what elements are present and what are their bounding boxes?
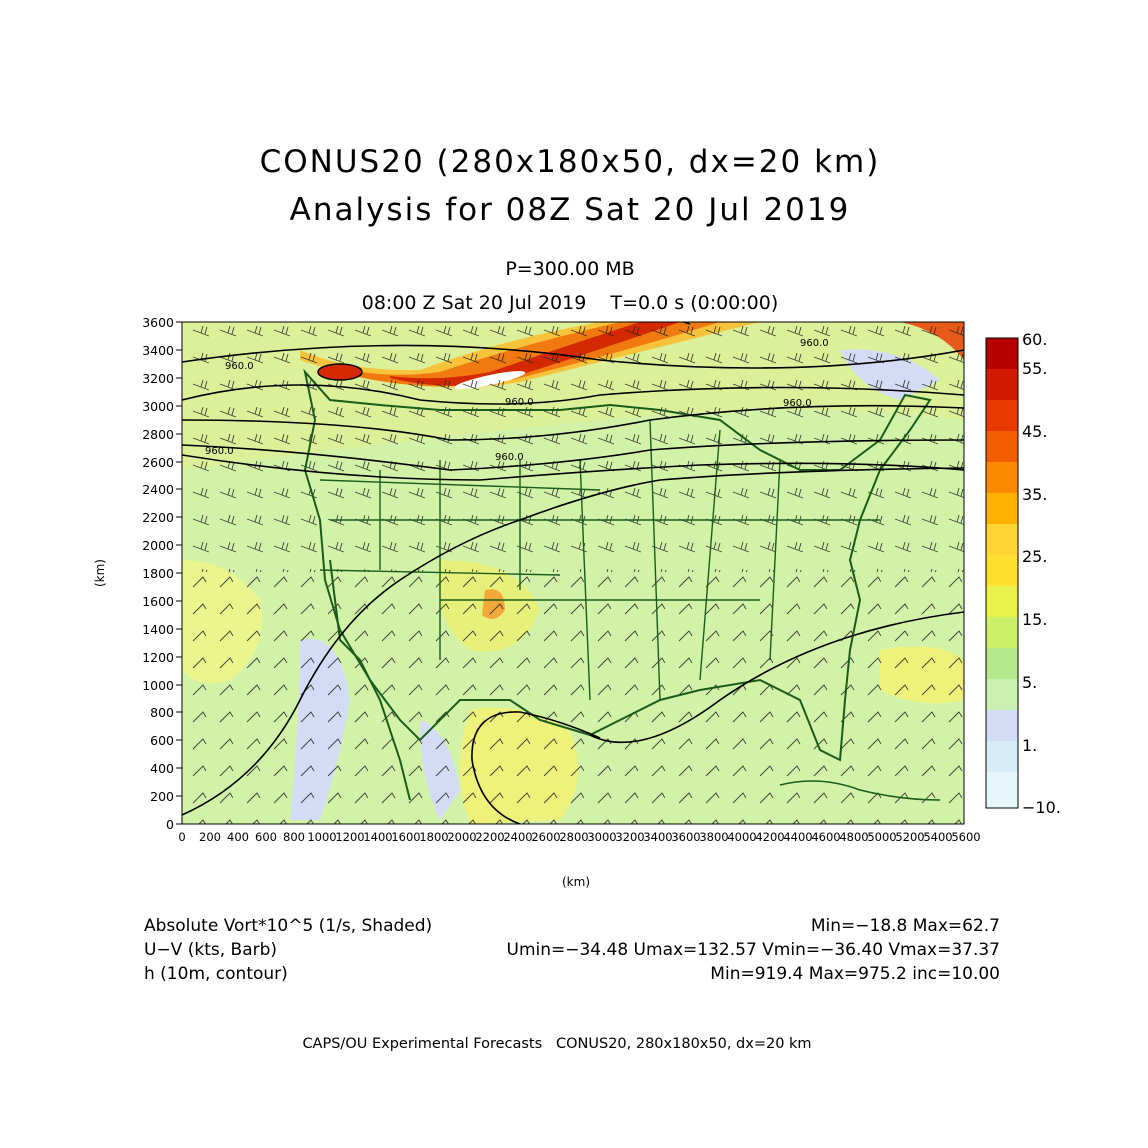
- y-tick-label: 3000: [142, 399, 174, 414]
- contour-label: 960.0: [225, 361, 254, 372]
- y-tick-label: 2600: [142, 455, 174, 470]
- legend-field3-stats: Min=919.4 Max=975.2 inc=10.00: [710, 964, 1000, 984]
- x-tick-label: 200: [199, 830, 221, 844]
- y-tick-label: 1400: [142, 622, 174, 637]
- x-tick-label: 800: [283, 830, 305, 844]
- wind-barbs-north: [182, 322, 964, 572]
- height-contour: [182, 404, 964, 441]
- x-tick-label: 5200: [895, 830, 925, 844]
- us-outline: [303, 368, 932, 762]
- x-tick-label: 2600: [531, 830, 561, 844]
- height-contour: [182, 467, 964, 816]
- y-tick-label: 2400: [142, 482, 174, 497]
- x-tick-label: 4800: [839, 830, 869, 844]
- height-contour: [182, 454, 964, 481]
- legend-field3: h (10m, contour): [144, 964, 288, 984]
- legend-field1: Absolute Vort*10^5 (1/s, Shaded): [144, 916, 433, 936]
- title-line-1: CONUS20 (280x180x50, dx=20 km): [259, 144, 881, 180]
- x-tick-label: 1600: [391, 830, 421, 844]
- x-tick-label: 400: [227, 830, 249, 844]
- height-contour: [640, 322, 691, 325]
- x-tick-label: 3800: [699, 830, 729, 844]
- x-tick-label: 1000: [307, 830, 337, 844]
- x-tick-label: 2000: [447, 830, 477, 844]
- y-tick-label: 3200: [142, 371, 174, 386]
- y-tick-label: 1000: [142, 678, 174, 693]
- x-tick-label: 2400: [503, 830, 533, 844]
- contour-label: 960.0: [800, 338, 829, 349]
- x-tick-label: 4200: [755, 830, 785, 844]
- state-borders: [319, 419, 880, 701]
- footer-credit: CAPS/OU Experimental Forecasts CONUS20, …: [302, 1036, 812, 1052]
- wind-barbs-south: [182, 572, 964, 824]
- y-axis-title: (km): [93, 558, 108, 588]
- colorbar-label: −10.: [1022, 798, 1061, 817]
- colorbar-label: 25.: [1022, 547, 1048, 566]
- legend-field2: U−V (kts, Barb): [144, 940, 278, 960]
- y-tick-label: 3600: [142, 315, 174, 330]
- y-tick-label: 400: [150, 761, 174, 776]
- x-tick-label: 1200: [335, 830, 365, 844]
- contour-label: 960.0: [505, 397, 534, 408]
- x-tick-label: 2800: [559, 830, 589, 844]
- y-tick-label: 1800: [142, 566, 174, 581]
- x-tick-label: 5000: [867, 830, 897, 844]
- y-tick-label: 3400: [142, 343, 174, 358]
- x-tick-label: 3600: [671, 830, 701, 844]
- x-tick-label: 3000: [587, 830, 617, 844]
- x-tick-label: 0: [178, 830, 186, 844]
- y-tick-label: 2200: [142, 510, 174, 525]
- y-tick-label: 800: [150, 705, 174, 720]
- cuba-outline: [779, 780, 941, 801]
- x-tick-label: 1800: [419, 830, 449, 844]
- y-tick-label: 200: [150, 789, 174, 804]
- height-contour: [182, 439, 964, 471]
- y-tick-label: 0: [166, 817, 174, 832]
- y-tick-label: 1200: [142, 650, 174, 665]
- pressure-level: P=300.00 MB: [505, 258, 635, 280]
- plot-area: [182, 322, 964, 824]
- y-ticks: [176, 321, 182, 825]
- colorbar: [985, 337, 1019, 809]
- colorbar-label: 1.: [1022, 736, 1038, 755]
- y-tick-label: 600: [150, 733, 174, 748]
- colorbar-label: 5.: [1022, 673, 1038, 692]
- y-tick-label: 2800: [142, 427, 174, 442]
- height-contour: [182, 384, 964, 405]
- contour-label: 960.0: [783, 398, 812, 409]
- x-tick-label: 3200: [615, 830, 645, 844]
- x-axis-title: (km): [562, 875, 591, 889]
- legend-field1-stats: Min=−18.8 Max=62.7: [810, 916, 1000, 936]
- x-tick-label: 5400: [923, 830, 953, 844]
- x-tick-label: 2200: [475, 830, 505, 844]
- x-tick-label: 4600: [811, 830, 841, 844]
- x-tick-label: 600: [255, 830, 277, 844]
- colorbar-label: 15.: [1022, 610, 1048, 629]
- colorbar-label: 55.: [1022, 359, 1048, 378]
- valid-time: 08:00 Z Sat 20 Jul 2019 T=0.0 s (0:00:00…: [361, 292, 779, 314]
- x-tick-label: 4000: [727, 830, 757, 844]
- contour-label: 960.0: [205, 446, 234, 457]
- height-contour: [589, 611, 964, 744]
- x-tick-label: 5600: [951, 830, 981, 844]
- colorbar-label: 60.: [1022, 330, 1048, 349]
- baja-coast: [329, 559, 411, 801]
- colorbar-label: 35.: [1022, 485, 1048, 504]
- y-tick-label: 1600: [142, 594, 174, 609]
- height-contour: [182, 344, 964, 369]
- title-line-2: Analysis for 08Z Sat 20 Jul 2019: [289, 192, 851, 228]
- x-tick-label: 1400: [363, 830, 393, 844]
- legend-field2-stats: Umin=−34.48 Umax=132.57 Vmin=−36.40 Vmax…: [506, 940, 1001, 960]
- contour-label: 960.0: [495, 452, 524, 463]
- y-tick-label: 2000: [142, 538, 174, 553]
- x-tick-label: 3400: [643, 830, 673, 844]
- x-tick-label: 4400: [783, 830, 813, 844]
- height-contour: [471, 711, 601, 824]
- colorbar-label: 45.: [1022, 422, 1048, 441]
